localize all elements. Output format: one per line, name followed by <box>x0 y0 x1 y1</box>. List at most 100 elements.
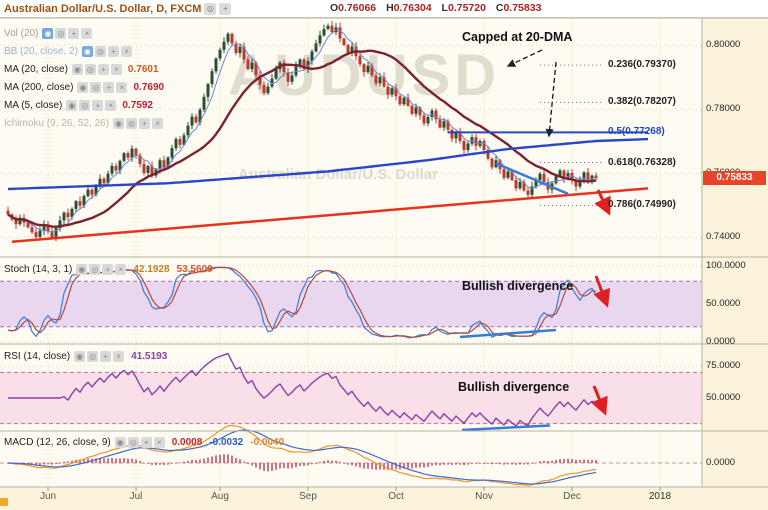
visibility-icon[interactable]: ◉ <box>71 63 83 75</box>
settings-icon[interactable]: ◎ <box>127 436 139 448</box>
fib-label: 0.618(0.76328) <box>608 156 676 168</box>
time-axis-month[interactable]: Jul <box>129 491 143 502</box>
time-axis-month[interactable]: Jun <box>39 491 57 502</box>
panel-value: -0.0040 <box>250 436 285 448</box>
legend-value: 0.7601 <box>127 63 159 75</box>
add-icon[interactable]: + <box>92 99 104 111</box>
rsi-divergence-annotation: Bullish divergence <box>458 380 570 394</box>
legend-row: MA (200, close) ◉ ◎ + × 0.7690 <box>4 78 164 96</box>
stoch-legend: Stoch (14, 3, 1) ◉ ◎ + × 42.1928 53.5609 <box>4 261 213 277</box>
chart-header: Australian Dollar/U.S. Dollar, D, FXCM ◎… <box>0 0 768 18</box>
visibility-icon[interactable]: ◉ <box>42 27 54 39</box>
fib-label: 0.382(0.78207) <box>608 96 676 108</box>
visibility-icon[interactable]: ◉ <box>76 263 88 275</box>
legend-value: 0.7690 <box>133 81 165 93</box>
rsi-axis-label: 75.0000 <box>706 360 741 371</box>
settings-icon[interactable]: ◎ <box>90 81 102 93</box>
settings-icon[interactable]: ◎ <box>87 350 99 362</box>
time-axis-month[interactable]: Oct <box>388 491 404 502</box>
price-axis-label: 0.80000 <box>706 39 741 50</box>
add-icon[interactable]: + <box>103 81 115 93</box>
add-icon[interactable]: + <box>102 263 114 275</box>
close-icon[interactable]: × <box>120 45 132 57</box>
macd-axis-label: 0.0000 <box>706 457 736 468</box>
visibility-icon[interactable]: ◉ <box>77 81 89 93</box>
legend-label: Vol (20) <box>4 27 39 39</box>
legend-label: MA (5, close) <box>4 99 63 111</box>
add-icon[interactable]: + <box>139 117 151 129</box>
stoch-axis-label: 100.0000 <box>706 260 746 271</box>
legend-label: Ichimoku (9, 26, 52, 26) <box>4 117 110 129</box>
close-icon[interactable]: × <box>115 263 127 275</box>
add-icon[interactable]: + <box>140 436 152 448</box>
close-icon[interactable]: × <box>110 63 122 75</box>
visibility-icon[interactable]: ◉ <box>66 99 78 111</box>
settings-icon[interactable]: ◎ <box>55 27 67 39</box>
panel-title: MACD (12, 26, close, 9) <box>4 436 111 448</box>
legend-row: Ichimoku (9, 26, 52, 26) ◉ ◎ + × <box>4 114 164 132</box>
legend-row: MA (20, close) ◉ ◎ + × 0.7601 <box>4 60 164 78</box>
time-axis-month[interactable]: Aug <box>211 491 229 502</box>
visibility-icon[interactable]: ◉ <box>113 117 125 129</box>
panel-title: Stoch (14, 3, 1) <box>4 263 73 275</box>
open-label: O <box>330 2 339 14</box>
watermark-symbol: AUDUSD <box>228 43 501 108</box>
close-label: C <box>495 2 504 14</box>
add-icon[interactable]: + <box>100 350 112 362</box>
axis-corner-marker <box>0 498 8 506</box>
add-icon[interactable]: + <box>219 2 232 15</box>
panel-value: 53.5609 <box>176 263 213 275</box>
capped-annotation: Capped at 20-DMA <box>462 30 573 44</box>
legend-row: BB (20, close, 2) ◉ ◎ + × <box>4 42 164 60</box>
macd-legend: MACD (12, 26, close, 9) ◉ ◎ + × 0.0008 -0.0032… <box>4 434 284 450</box>
fib-label: 0.786(0.74990) <box>608 199 676 211</box>
settings-icon[interactable]: ◎ <box>89 263 101 275</box>
close-icon[interactable]: × <box>81 27 93 39</box>
settings-icon[interactable]: ◎ <box>204 2 217 15</box>
price-axis-background <box>702 18 768 487</box>
high-value: 0.76304 <box>393 2 432 14</box>
close-value: 0.75833 <box>503 2 542 14</box>
open-value: 0.76066 <box>338 2 377 14</box>
panel-value: -0.0032 <box>209 436 244 448</box>
price-axis-label: 0.78000 <box>706 103 741 114</box>
add-icon[interactable]: + <box>107 45 119 57</box>
rsi-legend: RSI (14, close) ◉ ◎ + × 41.5193 <box>4 348 167 364</box>
time-axis-month[interactable]: Dec <box>563 491 581 502</box>
legend-value: 0.7592 <box>122 99 153 111</box>
settings-icon[interactable]: ◎ <box>79 99 91 111</box>
legend-label: MA (20, close) <box>4 63 68 75</box>
stoch-divergence-annotation: Bullish divergence <box>462 279 574 293</box>
last-price-badge: 0.75833 <box>703 171 766 185</box>
visibility-icon[interactable]: ◉ <box>114 436 126 448</box>
price-axis-label: 0.74000 <box>706 231 741 242</box>
high-label: H <box>386 2 394 14</box>
legend-row: MA (5, close) ◉ ◎ + × 0.7592 <box>4 96 164 114</box>
time-axis-month[interactable]: Sep <box>299 491 317 502</box>
add-icon[interactable]: + <box>68 27 80 39</box>
add-icon[interactable]: + <box>97 63 109 75</box>
settings-icon[interactable]: ◎ <box>126 117 138 129</box>
settings-icon[interactable]: ◎ <box>94 45 106 57</box>
legend-label: MA (200, close) <box>4 81 74 93</box>
time-axis-background <box>0 487 768 510</box>
settings-icon[interactable]: ◎ <box>84 63 96 75</box>
panel-value: 0.0008 <box>171 436 203 448</box>
close-icon[interactable]: × <box>113 350 125 362</box>
close-icon[interactable]: × <box>152 117 164 129</box>
visibility-icon[interactable]: ◉ <box>81 45 93 57</box>
close-icon[interactable]: × <box>116 81 128 93</box>
rsi-axis-label: 50.0000 <box>706 392 741 403</box>
close-icon[interactable]: × <box>105 99 117 111</box>
panel-value: 42.1928 <box>133 263 170 275</box>
fib-label: 0.5(0.77268) <box>608 126 665 138</box>
time-axis-year[interactable]: 2018 <box>648 491 672 502</box>
fib-label: 0.236(0.79370) <box>608 59 676 71</box>
low-value: 0.75720 <box>447 2 486 14</box>
visibility-icon[interactable]: ◉ <box>74 350 86 362</box>
close-icon[interactable]: × <box>153 436 165 448</box>
time-axis-month[interactable]: Nov <box>475 491 493 502</box>
watermark-name: Australian Dollar/U.S. Dollar <box>238 166 439 183</box>
